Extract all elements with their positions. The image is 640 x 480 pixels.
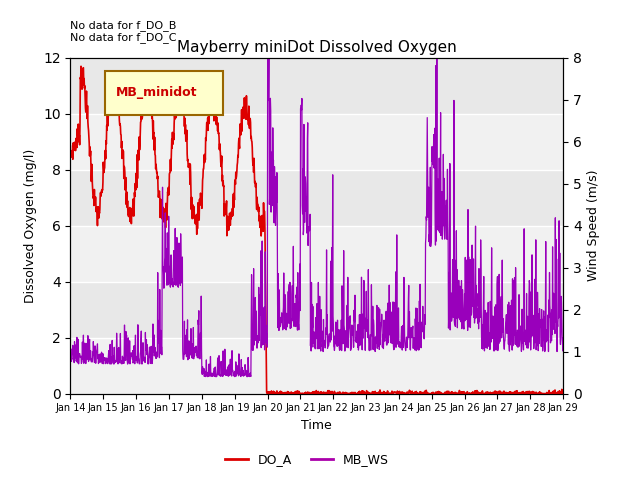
Title: Mayberry miniDot Dissolved Oxygen: Mayberry miniDot Dissolved Oxygen <box>177 40 457 55</box>
Text: No data for f_DO_B: No data for f_DO_B <box>70 20 177 31</box>
FancyBboxPatch shape <box>105 71 223 115</box>
Bar <box>70 337 563 394</box>
Y-axis label: Dissolved Oxygen (mg/l): Dissolved Oxygen (mg/l) <box>24 148 38 303</box>
Bar <box>70 226 563 282</box>
Text: MB_minidot: MB_minidot <box>116 86 197 99</box>
Bar <box>70 114 563 169</box>
Y-axis label: Wind Speed (m/s): Wind Speed (m/s) <box>588 170 600 281</box>
X-axis label: Time: Time <box>301 419 332 432</box>
Legend: DO_A, MB_WS: DO_A, MB_WS <box>220 448 394 471</box>
Text: No data for f_DO_C: No data for f_DO_C <box>70 32 177 43</box>
